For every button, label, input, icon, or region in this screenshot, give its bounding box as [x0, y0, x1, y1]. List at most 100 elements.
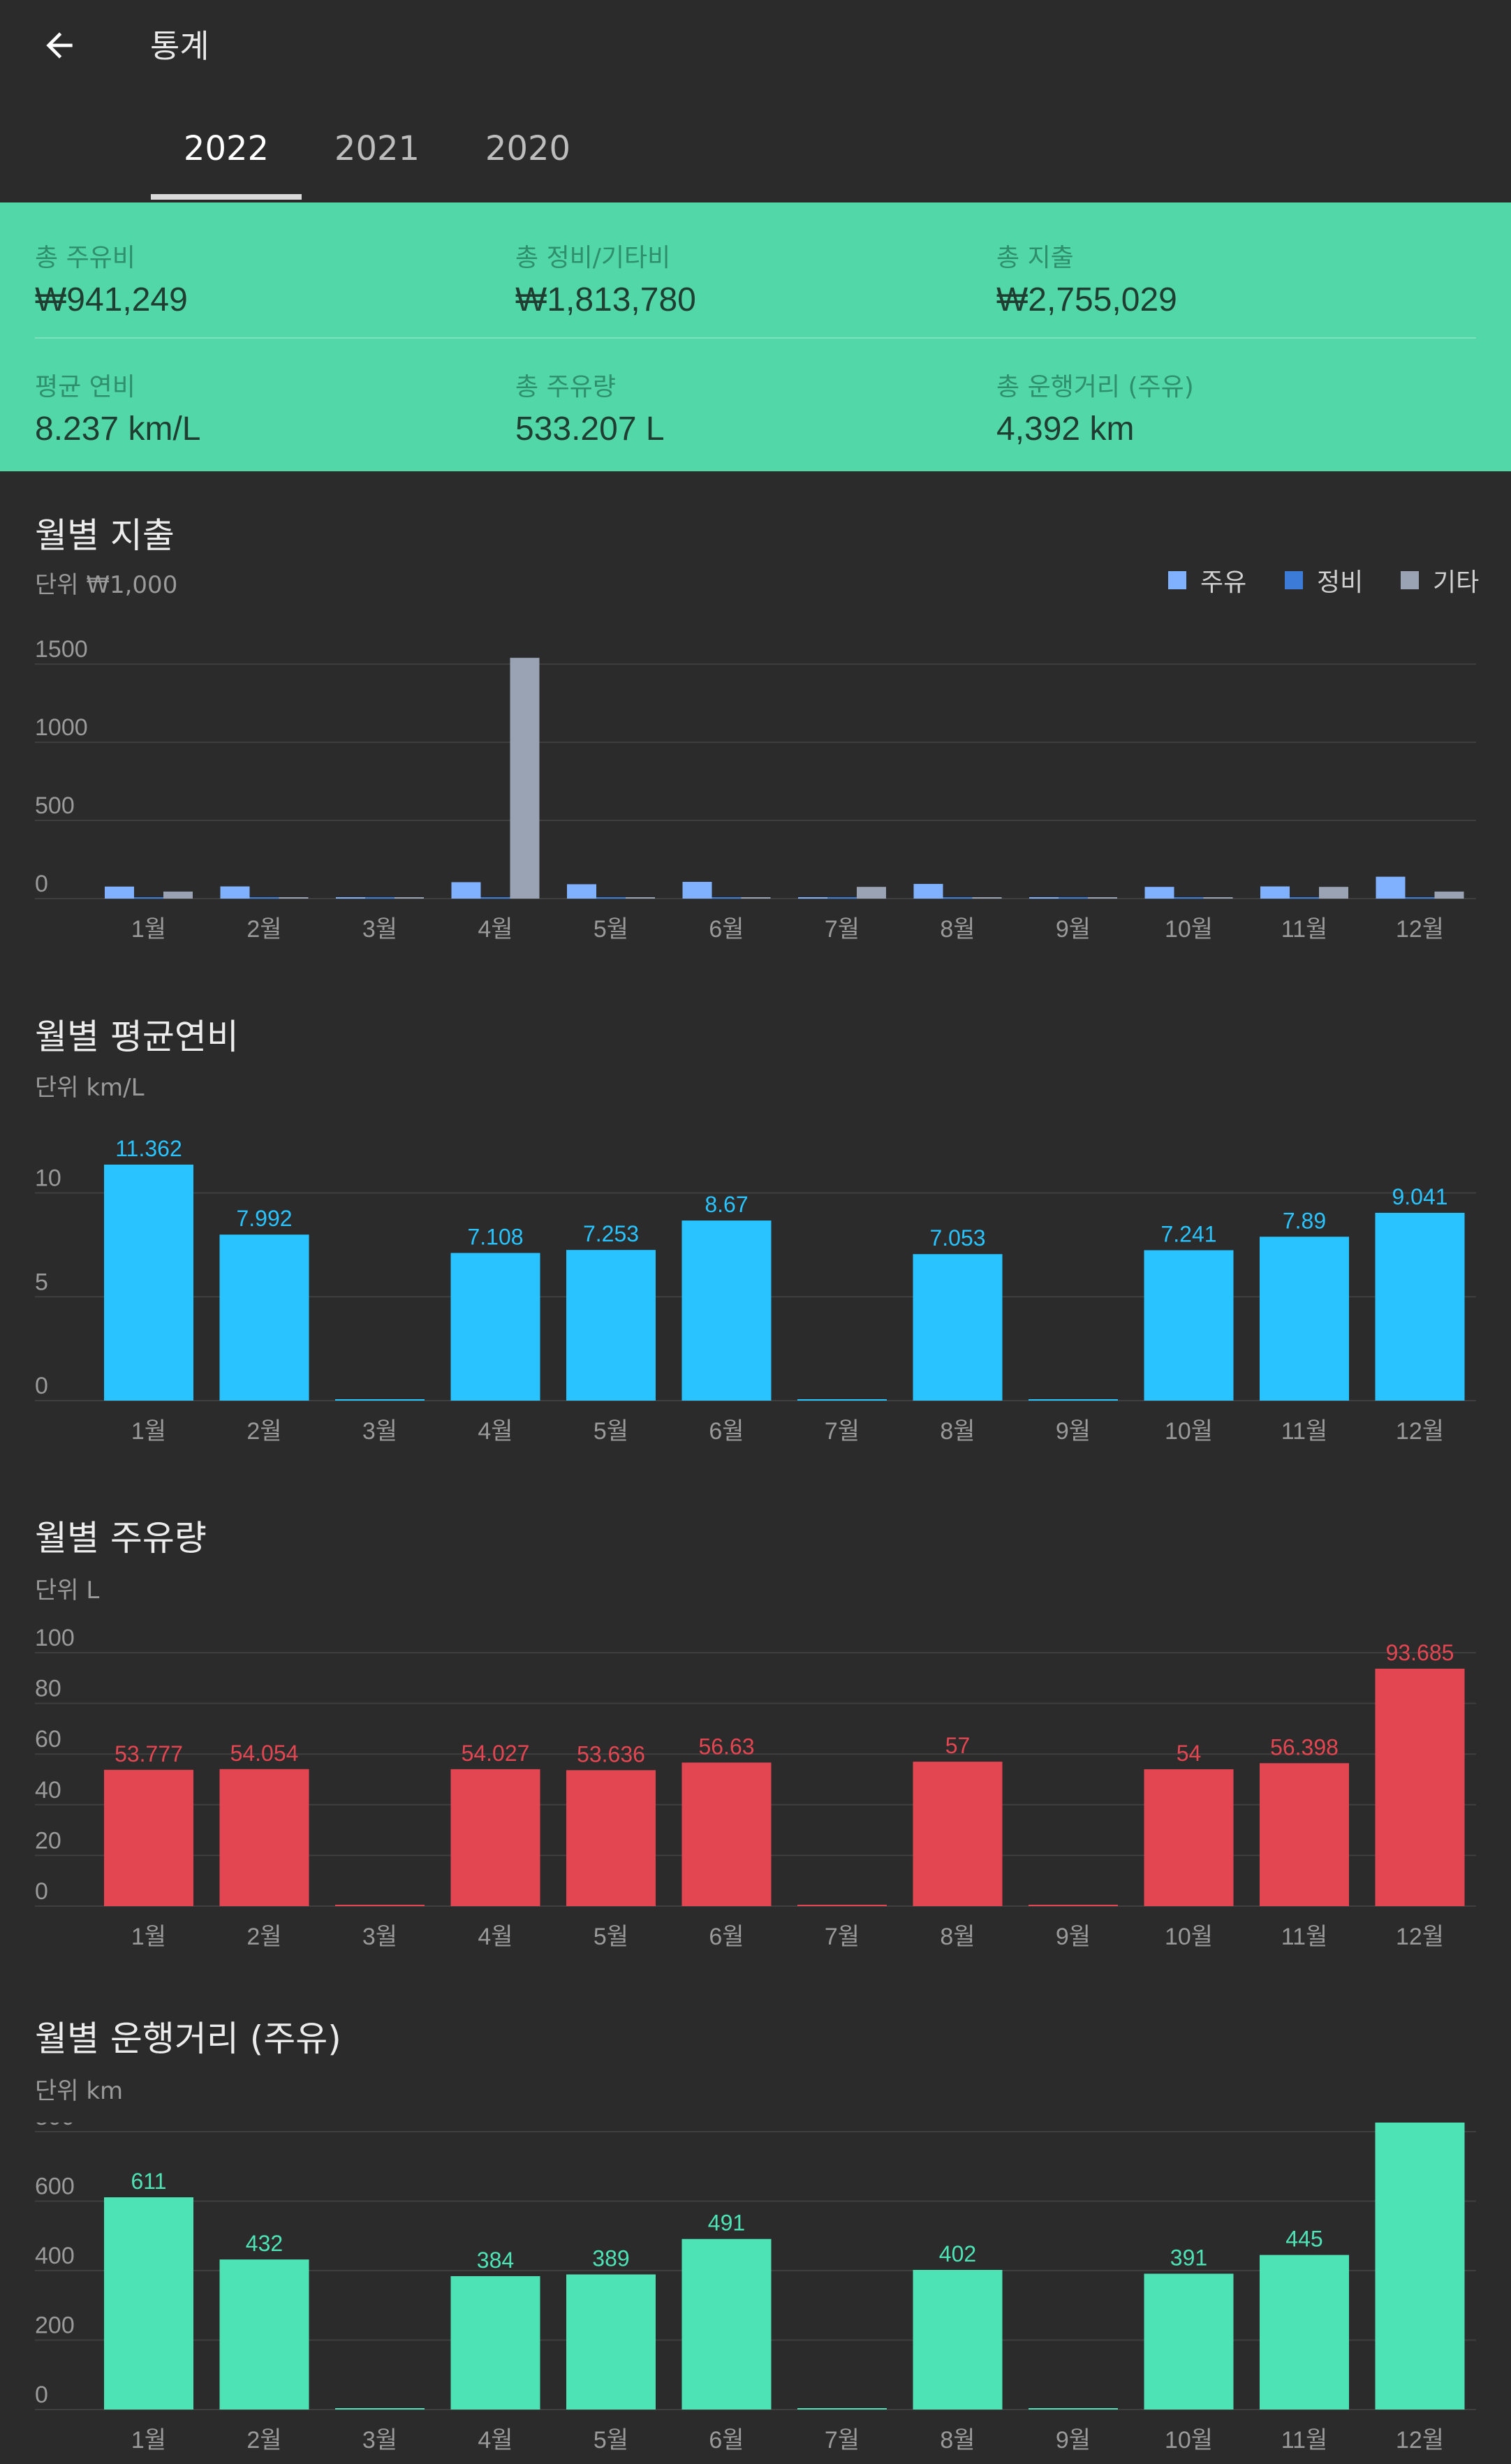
summary-value: 4,392 km: [996, 411, 1135, 448]
y-tick-label: 0: [35, 2382, 48, 2408]
legend-swatch-maintenance: [1285, 571, 1303, 589]
y-tick-label: 800: [35, 2123, 75, 2130]
x-tick-label: 10월: [1165, 1418, 1213, 1445]
chart-unit-monthly-fuel-volume: 단위 L: [35, 1577, 100, 1604]
x-tick-label: 1월: [131, 1418, 166, 1445]
x-tick-label: 7월: [825, 2427, 860, 2454]
monthly-efficiency-chart: 0 5 10 1월 2월 3월 4월 5월 6월 7월 8월 9월 10월 11월 12월 11.362 7.9…: [35, 1136, 1476, 1445]
x-tick-label: 3월: [362, 2427, 397, 2454]
bar-other: [857, 887, 886, 899]
summary-panel: 총 주유비 ₩941,249 총 정비/기타비 ₩1,813,780 총 지출 …: [0, 202, 1511, 471]
bar-fuel: [682, 882, 712, 899]
bar-other: [1088, 897, 1117, 899]
x-tick-label: 2월: [246, 916, 281, 943]
x-tick-label: 4월: [478, 2427, 513, 2454]
y-tick-label: 100: [35, 1625, 75, 1651]
y-tick-label: 400: [35, 2243, 75, 2269]
bar: [1375, 1668, 1465, 1906]
data-label: 7.108: [467, 1225, 523, 1250]
summary-value: ₩1,813,780: [515, 281, 696, 318]
bar-maintenance: [1059, 897, 1088, 899]
data-label: 56.398: [1270, 1734, 1339, 1760]
chart-title-monthly-efficiency: 월별 평균연비: [35, 1017, 239, 1057]
bar-maintenance: [1174, 897, 1204, 899]
bar-fuel: [451, 882, 481, 899]
y-tick-label: 20: [35, 1827, 61, 1854]
back-button[interactable]: [28, 14, 91, 77]
bar-other: [163, 891, 193, 899]
chart-title-monthly-fuel-volume: 월별 주유량: [35, 1518, 207, 1558]
bar-other: [626, 897, 655, 899]
y-tick-label: 500: [35, 792, 75, 819]
chart-unit-monthly-expense: 단위 ₩1,000: [35, 571, 178, 599]
x-tick-label: 5월: [594, 916, 628, 943]
summary-label: 평균 연비: [35, 373, 135, 401]
monthly-distance-chart: 0 200 400 600 800 1월 2월 3월 4월 5월 6월 7월 8월 9월 10월 11월 12월…: [35, 2123, 1476, 2454]
bar: [1260, 1237, 1349, 1401]
summary-total-maintenance-cost: 총 정비/기타비 ₩1,813,780: [515, 237, 962, 319]
x-tick-label: 8월: [940, 1418, 975, 1445]
x-tick-label: 3월: [362, 1418, 397, 1445]
x-tick-label: 11월: [1281, 1418, 1328, 1445]
x-tick-label: 8월: [940, 1924, 975, 1950]
summary-label: 총 주유비: [35, 244, 135, 272]
x-tick-label: 10월: [1165, 916, 1213, 943]
bar: [104, 1769, 193, 1906]
bar: [1144, 1250, 1234, 1401]
data-label: 53.777: [115, 1741, 183, 1766]
x-tick-label: 8월: [940, 2427, 975, 2454]
bar-maintenance: [365, 897, 395, 899]
bar: [681, 2238, 772, 2410]
year-tabs: 2022 2021 2020: [0, 105, 1511, 202]
x-tick-label: 11월: [1281, 1924, 1328, 1950]
data-label: 7.89: [1283, 1208, 1326, 1233]
bar: [1375, 2123, 1465, 2410]
bar-fuel: [1260, 886, 1290, 899]
bar-other: [279, 897, 309, 899]
y-tick-label: 0: [35, 871, 48, 897]
data-label: 8.67: [705, 1192, 748, 1217]
chart-unit-monthly-efficiency: 단위 km/L: [35, 1074, 145, 1102]
data-label: 491: [708, 2211, 745, 2236]
bar: [450, 2275, 540, 2410]
bar-fuel: [105, 886, 134, 899]
summary-divider: [35, 337, 1476, 339]
tab-year-2022[interactable]: 2022: [183, 129, 270, 168]
bar: [797, 1905, 887, 1906]
x-tick-label: 5월: [594, 2427, 628, 2454]
x-tick-label: 12월: [1396, 2427, 1444, 2454]
bar: [335, 2408, 425, 2410]
legend-other: 기타: [1401, 562, 1479, 598]
page-title: 통계: [150, 27, 209, 65]
y-tick-label: 0: [35, 1373, 48, 1399]
tab-year-2020[interactable]: 2020: [485, 129, 571, 168]
x-tick-label: 9월: [1056, 1418, 1091, 1445]
data-label: 93.685: [1386, 1640, 1454, 1665]
bar: [566, 1770, 656, 1906]
bar: [566, 1250, 656, 1401]
bar: [104, 1164, 193, 1401]
x-tick-label: 6월: [709, 1924, 744, 1950]
x-tick-label: 12월: [1396, 1418, 1444, 1445]
summary-label: 총 운행거리 (주유): [996, 373, 1194, 401]
x-tick-label: 3월: [362, 1924, 397, 1950]
bar: [335, 1399, 425, 1401]
x-tick-label: 12월: [1396, 916, 1444, 943]
data-label: 11.362: [115, 1136, 182, 1161]
tab-year-2021[interactable]: 2021: [334, 129, 420, 168]
y-tick-label: 1000: [35, 714, 88, 741]
summary-label: 총 주유량: [515, 373, 616, 401]
bar-other: [395, 897, 424, 899]
summary-value: 8.237 km/L: [35, 411, 201, 448]
y-tick-label: 1500: [35, 636, 88, 663]
x-tick-label: 4월: [478, 1418, 513, 1445]
x-tick-label: 9월: [1056, 1924, 1091, 1950]
bar-maintenance: [1405, 897, 1435, 899]
x-tick-label: 6월: [709, 916, 744, 943]
x-tick-label: 2월: [246, 1418, 281, 1445]
x-tick-label: 11월: [1281, 916, 1328, 943]
summary-label: 총 지출: [996, 244, 1074, 272]
bar-fuel: [1029, 897, 1059, 899]
y-tick-label: 80: [35, 1676, 61, 1702]
summary-total-fuel-cost: 총 주유비 ₩941,249: [35, 237, 482, 319]
